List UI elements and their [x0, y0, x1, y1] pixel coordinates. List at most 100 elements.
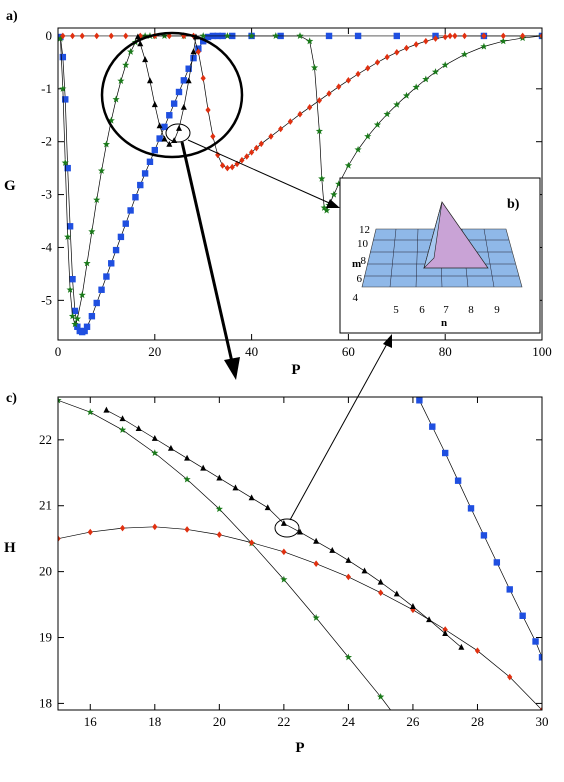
panel-a-frame — [57, 27, 543, 341]
a-point-red — [60, 32, 66, 40]
a-point-red — [326, 90, 332, 97]
a-point-green — [393, 100, 401, 108]
c-point-red — [249, 539, 255, 546]
a-point-green — [364, 132, 372, 140]
c-point-black — [248, 494, 255, 501]
a-point-blue — [88, 313, 96, 320]
a-point-red — [200, 74, 206, 82]
a-point-red — [413, 41, 419, 48]
a-point-green — [59, 85, 67, 92]
c-ytick-label: 21 — [39, 498, 52, 513]
panel-b-label: b) — [507, 197, 520, 212]
a-ytick-label: -1 — [41, 81, 52, 96]
c-xtick-label: 16 — [84, 714, 98, 729]
a-point-red — [287, 118, 293, 125]
c-point-blue — [442, 449, 449, 457]
c-point-blue — [519, 612, 526, 619]
c-ytick-label: 22 — [39, 432, 52, 447]
c-point-blue — [454, 477, 462, 484]
a-point-green — [88, 227, 96, 235]
a-point-blue — [93, 299, 100, 307]
a-point-red — [365, 64, 371, 72]
c-point-red — [58, 535, 61, 542]
a-point-blue — [141, 170, 149, 177]
a-point-blue — [112, 246, 120, 254]
a-point-green — [102, 140, 111, 148]
panel-a-ticks: 0 20 40 60 80 100 0 -1 -2 -3 -4 -5 — [41, 28, 552, 359]
c-point-black — [361, 567, 368, 574]
c-xtick-label: 28 — [471, 714, 484, 729]
a-point-red — [278, 125, 284, 133]
a-point-green — [122, 61, 130, 69]
c-point-black — [280, 520, 287, 526]
a-point-green — [272, 32, 280, 40]
a-point-red — [224, 164, 230, 172]
a-point-red — [244, 153, 250, 160]
arrow-c-to-b-head — [383, 334, 392, 348]
c-point-green — [215, 505, 223, 513]
a-point-blue — [122, 220, 129, 227]
c-point-green — [58, 397, 62, 404]
a-point-red — [384, 53, 390, 61]
zoom-ellipse — [100, 31, 244, 159]
c-point-black — [409, 603, 416, 609]
a-point-red — [336, 83, 342, 90]
c-point-red — [507, 673, 513, 681]
a-point-blue — [156, 135, 163, 142]
a-point-red — [345, 77, 351, 84]
a-point-red — [355, 70, 361, 78]
a-point-red — [195, 48, 201, 56]
a-point-blue — [166, 112, 173, 119]
a-ytick-label: 0 — [46, 28, 53, 43]
arrow-a-to-c-head — [224, 357, 240, 380]
panel-c-frame — [57, 396, 543, 711]
a-point-red — [239, 156, 245, 164]
c-point-blue — [480, 532, 488, 539]
a-point-green — [73, 315, 81, 322]
a-point-black — [151, 101, 158, 108]
a-point-red — [79, 32, 85, 40]
a-point-green — [441, 61, 449, 69]
a-point-red — [108, 32, 114, 40]
a-point-red — [297, 110, 303, 118]
c-point-black — [329, 547, 336, 553]
a-point-green — [296, 32, 304, 40]
a-point-red — [461, 32, 468, 40]
c-xtick-label: 22 — [277, 714, 290, 729]
a-point-red — [316, 97, 322, 104]
c-point-black — [345, 556, 352, 563]
a-point-blue — [81, 327, 88, 335]
a-point-green — [107, 116, 115, 124]
c-point-red — [119, 524, 126, 532]
a-point-green — [499, 37, 507, 45]
a-point-black — [161, 135, 168, 142]
a-point-green — [412, 83, 420, 91]
a-point-blue — [83, 323, 91, 330]
a-point-blue — [103, 273, 110, 280]
c-xtick-label: 30 — [536, 714, 549, 729]
a-point-red — [249, 148, 255, 156]
c-point-red — [87, 528, 93, 536]
b-xtick-label: 7 — [443, 304, 449, 316]
a-plot-area — [58, 32, 542, 336]
c-series-black — [103, 406, 465, 650]
a-point-blue — [64, 164, 71, 172]
b-ytick-label: 10 — [357, 238, 369, 250]
c-point-red — [442, 626, 448, 633]
c-point-blue — [467, 505, 475, 512]
a-point-red — [423, 37, 429, 45]
a-point-blue — [62, 96, 69, 103]
a-point-black — [146, 77, 153, 84]
c-point-red — [184, 526, 190, 533]
c-point-black — [151, 435, 158, 441]
a-xtick-label: 60 — [342, 344, 355, 359]
a-point-green — [66, 285, 74, 293]
c-point-green — [344, 653, 353, 661]
panel-c-ylabel: H — [4, 540, 16, 556]
a-point-green — [306, 37, 314, 45]
a-point-black — [142, 56, 149, 63]
a-point-red — [215, 151, 221, 159]
a-point-red — [432, 35, 439, 42]
a-point-red — [481, 32, 487, 40]
a-point-blue — [137, 181, 144, 189]
